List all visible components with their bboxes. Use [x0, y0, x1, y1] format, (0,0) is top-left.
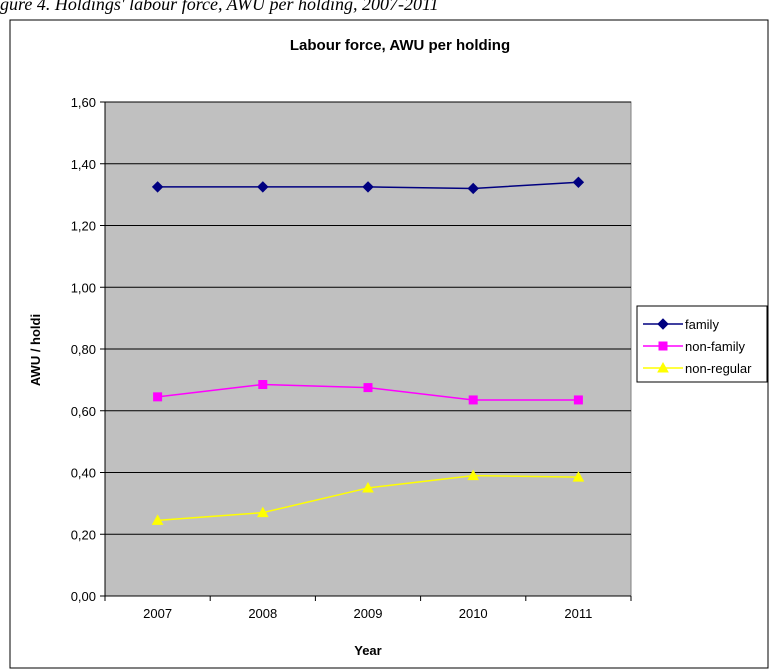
x-tick-label: 2009: [354, 606, 383, 621]
y-tick-label: 0,00: [71, 589, 96, 604]
chart-title: Labour force, AWU per holding: [290, 37, 510, 54]
data-point-non-regular: [362, 481, 374, 493]
data-point-non-family: [573, 395, 583, 405]
x-axis-label: Year: [354, 643, 381, 658]
figure-caption: gure 4. Holdings' labour force, AWU per …: [0, 0, 439, 14]
series-family: [151, 176, 585, 195]
data-point-family: [467, 182, 479, 195]
series-non-regular: [151, 469, 585, 525]
series-group: [151, 176, 585, 525]
legend-item-family: family: [643, 317, 719, 332]
legend-label: non-family: [685, 339, 745, 354]
x-tick-label: 2007: [143, 606, 172, 621]
legend-label: non-regular: [685, 361, 752, 376]
y-tick-label: 1,00: [71, 280, 96, 295]
legend-label: family: [685, 317, 719, 332]
y-tick-label: 1,60: [71, 95, 96, 110]
data-point-non-family: [363, 383, 373, 393]
series-non-family: [153, 380, 583, 405]
data-point-non-regular: [467, 469, 480, 481]
legend-item-non-regular: non-regular: [643, 361, 752, 376]
data-point-family: [257, 181, 269, 193]
y-axis-ticks: 0,00 0,20 0,40 0,60 0,80 1,00 1,20 1,40 1,60: [71, 95, 105, 604]
data-point-family: [572, 176, 585, 188]
y-tick-label: 0,80: [71, 342, 96, 357]
legend-item-non-family: non-family: [643, 339, 745, 354]
legend-swatch-marker: [658, 341, 668, 351]
data-point-non-family: [468, 395, 478, 405]
legend-swatch-marker: [657, 318, 669, 330]
x-axis-ticks: 2007 2008 2009 2010 2011: [104, 596, 632, 621]
y-tick-label: 1,20: [71, 219, 96, 234]
data-point-non-family: [153, 392, 163, 402]
x-tick-label: 2010: [459, 606, 488, 621]
legend: family non-family non-regular: [643, 317, 752, 376]
data-point-non-regular: [256, 506, 269, 518]
gridlines: [105, 101, 631, 535]
y-axis-label: AWU / holdi: [28, 314, 43, 386]
data-point-non-family: [258, 380, 268, 390]
y-tick-label: 1,40: [71, 157, 96, 172]
x-tick-label: 2008: [248, 606, 277, 621]
data-point-family: [151, 181, 164, 193]
data-point-non-regular: [572, 471, 585, 482]
y-tick-label: 0,60: [71, 404, 96, 419]
x-tick-label: 2011: [564, 606, 592, 621]
data-point-family: [362, 181, 374, 193]
y-tick-label: 0,20: [71, 527, 96, 542]
data-point-non-regular: [151, 514, 164, 525]
legend-swatch-marker: [657, 361, 669, 373]
y-tick-label: 0,40: [71, 466, 96, 481]
